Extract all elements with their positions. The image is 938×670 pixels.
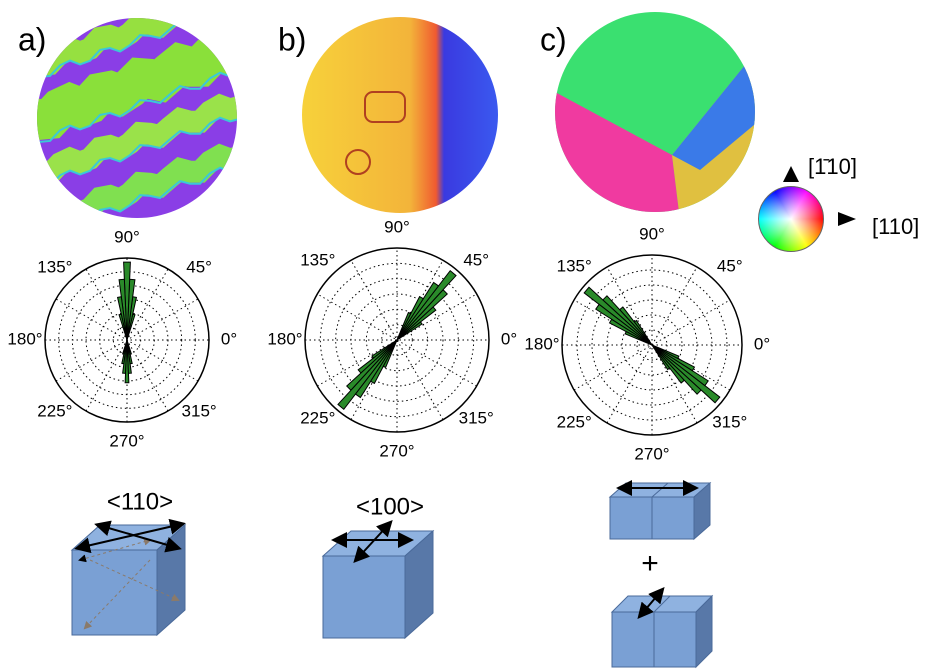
key-label: [1̄10] <box>808 154 857 179</box>
cube-front <box>72 550 157 635</box>
direction-label: <110> <box>107 488 173 515</box>
micrograph-bg <box>300 15 500 215</box>
polar-angle-label: 225° <box>300 409 335 428</box>
polar-angle-label: 90° <box>114 227 140 246</box>
polar-angle-label: 90° <box>384 217 410 236</box>
polar-angle-label: 45° <box>463 250 489 269</box>
rose-petal <box>584 287 652 345</box>
polar-angle-label: 315° <box>459 409 494 428</box>
figure: a) 90° 45° 0° 315° 270° 225° 180° 135° b) 90° 45° 0°… <box>0 0 938 670</box>
polar-angle-label: 180° <box>524 334 559 353</box>
polar-angle-label: 180° <box>267 329 302 348</box>
rose-petal <box>338 340 397 409</box>
polar-angle-label: 45° <box>717 257 743 276</box>
polar-angle-label: 270° <box>109 431 144 450</box>
key-label: [110] <box>872 214 919 239</box>
micrograph <box>300 15 500 215</box>
polar-angle-label: 225° <box>557 412 592 431</box>
polar-angle-label: 0° <box>754 334 770 353</box>
polar-angle-label: 270° <box>634 444 669 463</box>
polar-angle-label: 315° <box>182 402 217 421</box>
polar-angle-label: 180° <box>7 329 42 348</box>
direction-label: <100> <box>356 493 424 520</box>
micrograph <box>20 0 260 242</box>
panel-label: a) <box>18 21 46 57</box>
key-arrowhead <box>838 212 856 226</box>
polar-angle-label: 45° <box>186 257 212 276</box>
polar-angle-label: 0° <box>221 329 237 348</box>
panel-label: b) <box>278 21 306 57</box>
polar-angle-label: 90° <box>639 224 665 243</box>
polar-angle-label: 0° <box>501 329 517 348</box>
polar-angle-label: 315° <box>712 412 747 431</box>
polar-angle-label: 135° <box>37 257 72 276</box>
panel-label: c) <box>540 21 567 57</box>
combine-label: + <box>641 547 659 580</box>
polar-angle-label: 270° <box>379 441 414 460</box>
micrograph <box>550 10 760 220</box>
key-arrowhead <box>783 166 799 182</box>
polar-angle-label: 135° <box>557 257 592 276</box>
page: {"panels": [ {"label": "a)", "angle_labe… <box>0 0 938 670</box>
rose-petal <box>652 345 720 403</box>
cube-front <box>323 556 405 638</box>
polar-angle-label: 135° <box>300 250 335 269</box>
polar-angle-label: 225° <box>37 402 72 421</box>
